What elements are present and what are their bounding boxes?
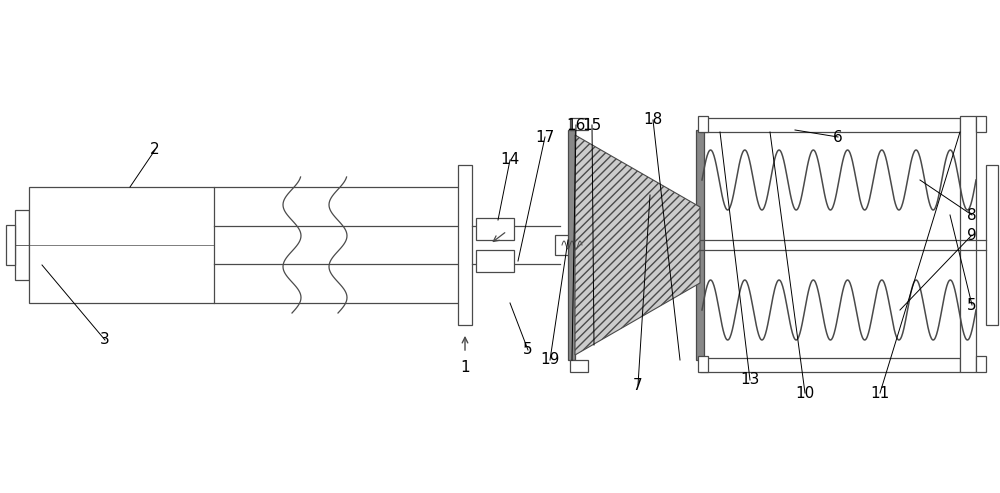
Text: 3: 3: [100, 332, 110, 348]
Text: 19: 19: [540, 352, 560, 367]
Text: 1: 1: [460, 359, 470, 375]
Bar: [698, 356, 708, 372]
Text: 17: 17: [535, 130, 555, 144]
Text: 18: 18: [643, 112, 663, 128]
Bar: [15, 210, 29, 280]
Text: 13: 13: [740, 373, 760, 387]
Bar: [476, 218, 514, 240]
Bar: [696, 130, 704, 360]
Bar: [986, 165, 998, 325]
Text: 5: 5: [523, 343, 533, 357]
Text: 6: 6: [833, 130, 843, 144]
Text: 8: 8: [967, 208, 977, 222]
Polygon shape: [575, 135, 700, 355]
Text: 10: 10: [795, 386, 815, 400]
Text: 9: 9: [967, 227, 977, 243]
Bar: [6, 225, 15, 265]
Text: 11: 11: [870, 386, 890, 400]
Bar: [700, 358, 960, 372]
Bar: [476, 250, 514, 272]
Bar: [568, 130, 575, 360]
Bar: [555, 235, 585, 255]
Text: 2: 2: [150, 142, 160, 157]
Bar: [570, 118, 588, 130]
Bar: [29, 187, 214, 303]
Text: 7: 7: [633, 378, 643, 392]
Bar: [976, 356, 986, 372]
Text: 5: 5: [967, 297, 977, 313]
Bar: [960, 116, 976, 372]
Bar: [700, 118, 960, 132]
Bar: [698, 116, 708, 132]
Text: 15: 15: [582, 117, 602, 133]
Text: 16: 16: [566, 117, 586, 133]
Bar: [976, 116, 986, 132]
Text: 14: 14: [500, 152, 520, 168]
Bar: [458, 165, 472, 325]
Bar: [570, 360, 588, 372]
